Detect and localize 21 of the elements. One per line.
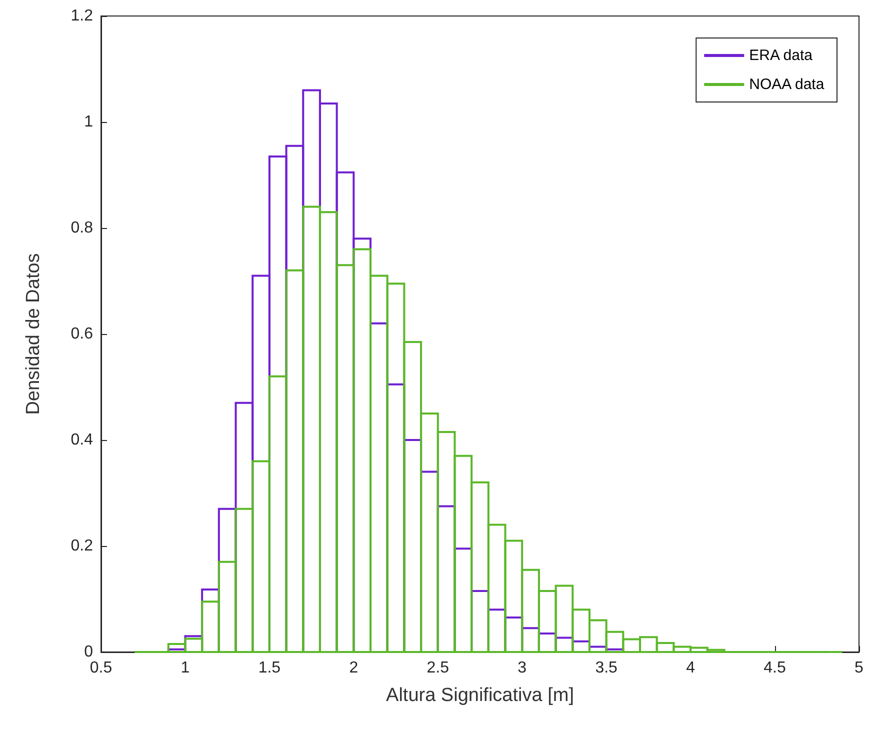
x-axis-title: Altura Significativa [m] (386, 685, 574, 706)
legend-label: NOAA data (749, 76, 825, 93)
x-tick-label: 5 (854, 660, 864, 676)
y-tick-label: 0.2 (70, 538, 94, 554)
x-tick-label: 3 (518, 660, 527, 676)
x-tick-label: 3.5 (595, 660, 618, 676)
legend-label: ERA data (749, 47, 814, 64)
y-tick-label: 0.6 (70, 326, 94, 342)
x-tick-label: 2.5 (426, 660, 450, 676)
x-tick-label: 1 (180, 660, 190, 676)
y-tick-label: 0.4 (70, 432, 94, 448)
y-tick-label: 1.2 (70, 8, 94, 24)
x-tick-label: 0.5 (90, 660, 112, 676)
y-axis-title: Densidad de Datos (23, 253, 44, 415)
y-tick-label: 0.8 (70, 220, 94, 236)
x-tick-label: 2 (349, 660, 358, 676)
x-tick-label: 4 (686, 660, 696, 676)
x-tick-label: 4.5 (764, 660, 786, 676)
y-tick-label: 0 (84, 644, 94, 660)
x-tick-label: 1.5 (258, 660, 281, 676)
y-tick-label: 1 (84, 114, 94, 130)
